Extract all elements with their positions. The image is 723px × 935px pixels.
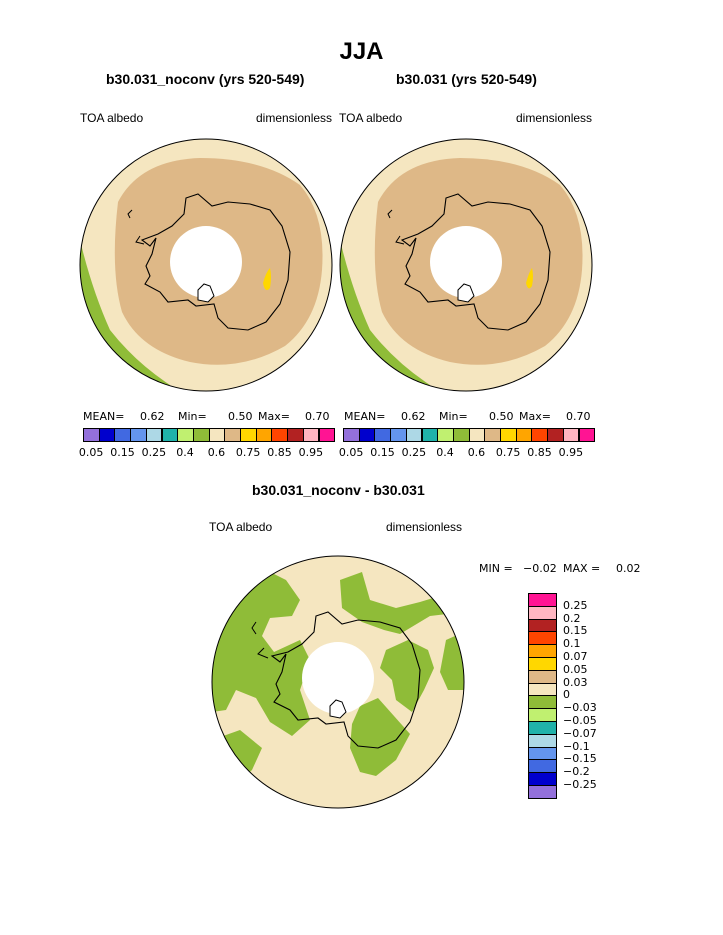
panel2-max-value: 0.70 (566, 410, 591, 423)
panel2-map (339, 138, 593, 392)
panel1-map-border (79, 138, 333, 392)
diff-units-label: dimensionless (386, 520, 463, 534)
diff-green-region-northeast (340, 572, 464, 634)
panel1-mean-value: 0.62 (140, 410, 165, 423)
panel1-colorbar-label: 0.25 (141, 446, 167, 459)
diff-colorbar-label: 0 (563, 688, 570, 702)
diff-green-region-fareast (440, 632, 464, 690)
panel1-title: b30.031_noconv (yrs 520-549) (106, 71, 305, 87)
panel1-peninsula (127, 209, 145, 245)
panel2-max-label: Max= (519, 410, 551, 423)
diff-colorbar-label: 0.1 (563, 637, 581, 651)
diff-min-label: MIN = (479, 562, 513, 575)
panel2-mean-label: MEAN= (344, 410, 386, 423)
panel2-colorbar-cell (578, 428, 596, 442)
diff-green-region-west (212, 568, 310, 736)
panel1-max-value: 0.70 (305, 410, 330, 423)
panel1-pole-hole (170, 226, 242, 298)
panel2-colorbar-label: 0.95 (558, 446, 584, 459)
panel1-colorbar-label: 0.85 (267, 446, 292, 459)
panel1-colorbar-label: 0.95 (298, 446, 324, 459)
diff-map-border (211, 555, 465, 809)
panel2-map-border (339, 138, 593, 392)
panel1-colorbar-cell (318, 428, 336, 442)
diff-colorbar-label: −0.15 (563, 752, 597, 766)
panel1-colorbar-label: 0.05 (78, 446, 104, 459)
diff-colorbar-label: −0.1 (563, 739, 590, 753)
diff-colorbar-cell (528, 785, 557, 799)
diff-colorbar-label: −0.05 (563, 714, 597, 727)
diff-colorbar-label: 0.03 (563, 675, 588, 689)
diff-colorbar-label: 0.05 (563, 662, 588, 676)
diff-colorbar-label: −0.2 (563, 765, 590, 779)
panel1-colorbar-label: 0.6 (207, 446, 226, 459)
diff-variable-label: TOA albedo (209, 520, 273, 534)
panel1-min-label: Min= (178, 410, 207, 423)
panel1-variable-label: TOA albedo (80, 111, 144, 125)
diff-colorbar-label: 0.07 (563, 650, 588, 663)
diff-peninsula (251, 621, 269, 659)
diff-ross-shelf (329, 699, 347, 719)
panel2-coastline (400, 193, 551, 331)
panel1-colorbar-label: 0.75 (235, 446, 261, 459)
diff-colorbar-label: −0.07 (563, 726, 597, 740)
panel2-colorbar-label: 0.25 (401, 446, 427, 459)
diff-map (211, 555, 465, 809)
diff-colorbar-label: 0.2 (563, 611, 581, 625)
panel1-min-value: 0.50 (228, 410, 253, 423)
panel1-max-label: Max= (258, 410, 290, 423)
diff-max-value: 0.02 (616, 562, 641, 575)
panel1-units-label: dimensionless (256, 111, 333, 125)
panel2-colorbar-label: 0.15 (370, 446, 395, 459)
panel1-mean-label: MEAN= (83, 410, 125, 423)
panel2-min-value: 0.50 (489, 410, 514, 423)
diff-colorbar-label: 0.15 (563, 624, 588, 638)
panel2-colorbar-label: 0.05 (338, 446, 364, 459)
diff-panel-title: b30.031_noconv - b30.031 (252, 482, 425, 498)
panel2-mean-value: 0.62 (401, 410, 426, 423)
panel2-units-label: dimensionless (516, 111, 593, 125)
diff-green-region-south (350, 698, 410, 776)
panel2-yellow-region (526, 268, 533, 289)
panel2-peninsula (387, 209, 405, 245)
panel2-colorbar-label: 0.75 (495, 446, 521, 459)
panel2-title: b30.031 (yrs 520-549) (396, 71, 537, 87)
panel1-yellow-region (263, 268, 271, 291)
figure-title: JJA (339, 38, 384, 65)
diff-colorbar-label: −0.03 (563, 701, 597, 715)
diff-min-value: −0.02 (523, 562, 557, 575)
panel1-coastline (140, 193, 291, 331)
panel1-colorbar-label: 0.4 (176, 446, 194, 459)
diff-colorbar-label: −0.25 (563, 778, 597, 791)
panel2-colorbar-label: 0.6 (467, 446, 486, 459)
diff-green-region-east (380, 640, 434, 712)
diff-coastline (270, 611, 421, 749)
diff-colorbar-label: 0.25 (563, 598, 588, 612)
panel1-colorbar-label: 0.15 (110, 446, 135, 459)
panel2-pole-hole (430, 226, 502, 298)
diff-pole-hole (302, 642, 374, 714)
panel2-colorbar-label: 0.4 (436, 446, 454, 459)
panel2-min-label: Min= (439, 410, 468, 423)
diff-max-label: MAX = (563, 562, 601, 575)
panel2-ross-shelf (457, 283, 475, 303)
panel2-variable-label: TOA albedo (339, 111, 403, 125)
panel1-ross-shelf (197, 283, 215, 303)
panel1-map (79, 138, 333, 392)
panel2-colorbar-label: 0.85 (527, 446, 552, 459)
